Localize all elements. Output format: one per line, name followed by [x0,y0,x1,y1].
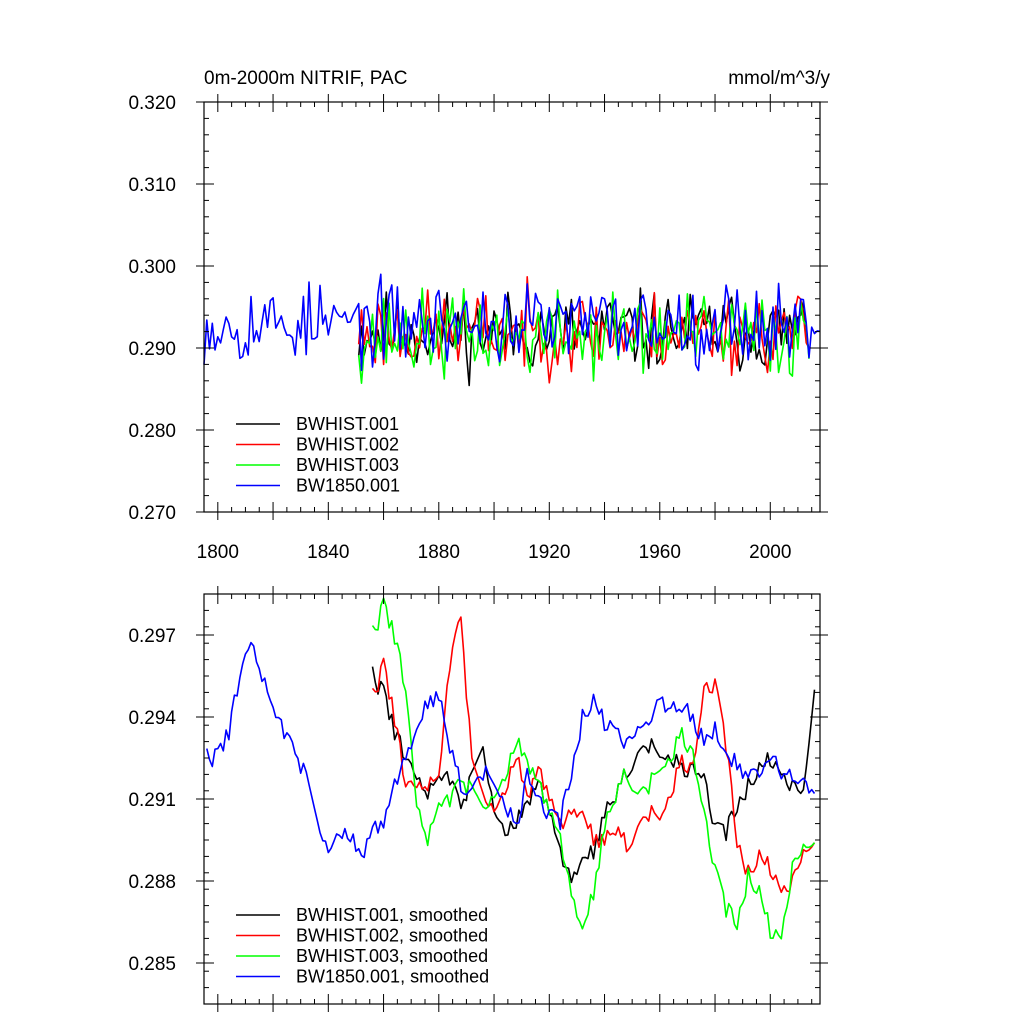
legend-label: BWHIST.001 [296,414,399,434]
bottom-panel: 0.285 0.288 0.291 0.294 0.297 BWHIST.001, sm… [128,586,828,1012]
y-tick-label: 0.290 [128,339,176,360]
y-tick-label: 0.320 [128,93,176,114]
top-plot-frame [203,101,821,513]
legend-label: BWHIST.001, smoothed [296,905,488,925]
x-tick-label: 1800 [197,542,239,563]
legend-label: BWHIST.003 [296,455,399,475]
top-panel-title: 0m-2000m NITRIF, PAC [204,68,407,89]
y-tick-label: 0.288 [128,872,176,893]
top-panel-units: mmol/m^3/y [728,68,830,89]
series-line [371,666,816,884]
y-tick-label: 0.285 [128,954,176,975]
legend-label: BWHIST.002, smoothed [296,926,488,946]
series-line [371,597,816,940]
x-tick-label: 1880 [418,542,460,563]
x-tick-label: 2000 [749,542,791,563]
x-tick-label: 1840 [307,542,349,563]
legend-label: BW1850.001 [296,476,400,496]
y-tick-label: 0.280 [128,421,176,442]
y-tick-label: 0.297 [128,626,176,647]
top-panel: 0m-2000m NITRIF, PAC mmol/m^3/y 1800 1840… [128,68,830,563]
series-line [203,273,821,372]
legend-label: BWHIST.002 [296,435,399,455]
legend-label: BW1850.001, smoothed [296,967,489,987]
y-tick-label: 0.270 [128,503,176,524]
y-tick-label: 0.310 [128,175,176,196]
x-tick-label: 1920 [528,542,570,563]
y-tick-label: 0.294 [128,708,176,729]
series-line [371,616,816,894]
y-tick-label: 0.300 [128,257,176,278]
x-tick-label: 1960 [639,542,681,563]
legend-label: BWHIST.003, smoothed [296,946,488,966]
series-line [206,641,816,859]
y-tick-label: 0.291 [128,790,176,811]
